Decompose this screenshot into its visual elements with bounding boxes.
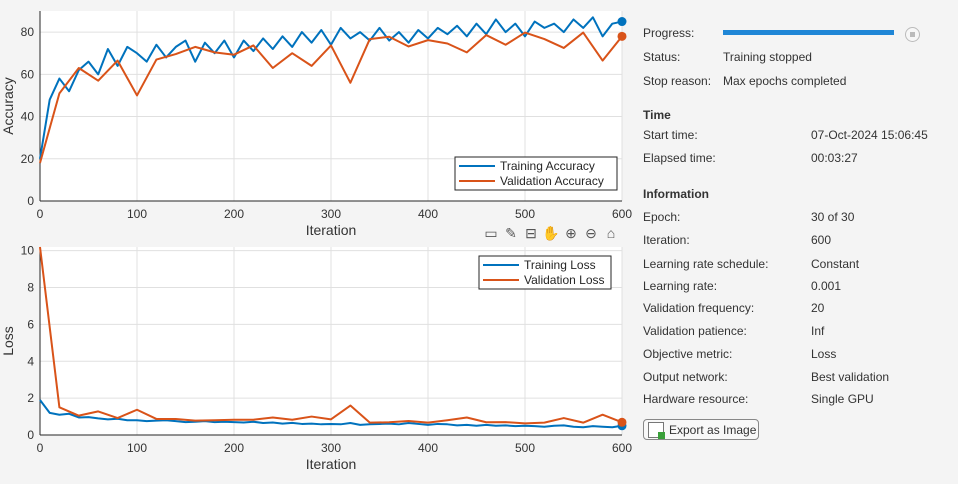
x-tick-label: 100 bbox=[127, 441, 147, 455]
series-line-training-loss bbox=[39, 399, 623, 429]
axes-toolbar: ▭ ✎ ⊟ ✋ ⊕ ⊖ ⌂ bbox=[482, 224, 620, 242]
y-tick-label: 4 bbox=[27, 354, 34, 368]
x-tick-label: 300 bbox=[321, 207, 341, 221]
start-time-value: 07-Oct-2024 15:06:45 bbox=[811, 128, 928, 142]
info-label: Objective metric: bbox=[643, 347, 733, 361]
progress-label: Progress: bbox=[643, 26, 695, 40]
home-icon[interactable]: ⌂ bbox=[606, 225, 616, 241]
series-end-marker bbox=[617, 17, 627, 27]
y-tick-label: 40 bbox=[21, 110, 35, 124]
y-tick-label: 80 bbox=[21, 25, 35, 39]
stop-reason-value: Max epochs completed bbox=[723, 74, 847, 88]
y-tick-label: 60 bbox=[21, 67, 35, 81]
x-tick-label: 500 bbox=[515, 207, 535, 221]
chart-1: 0 100 200 300 400 500 600 0 2 4 6 8 10 Iteration Loss T… bbox=[0, 244, 632, 472]
info-label: Epoch: bbox=[643, 210, 681, 224]
x-tick-label: 600 bbox=[612, 441, 632, 455]
training-plots: 0 100 200 300 400 500 600020406080IterationAcc… bbox=[0, 11, 632, 472]
chart-0: 0 100 200 300 400 500 600 0 20 40 60 80 Iteration Acc… bbox=[0, 11, 632, 238]
x-axis-label: Iteration bbox=[306, 222, 357, 238]
stop-reason-label: Stop reason: bbox=[643, 74, 712, 88]
info-label: Iteration: bbox=[643, 233, 690, 247]
y-axis-label: Accuracy bbox=[0, 77, 16, 135]
info-value: Loss bbox=[811, 347, 837, 361]
y-axis-label: Loss bbox=[0, 326, 16, 356]
legend-entry: Validation Loss bbox=[524, 273, 605, 287]
time-heading: Time bbox=[643, 108, 671, 122]
information-heading: Information bbox=[643, 187, 709, 201]
info-value: Constant bbox=[811, 257, 860, 271]
x-tick-label: 400 bbox=[418, 441, 438, 455]
info-label: Output network: bbox=[643, 370, 728, 384]
export-label: Export as Image bbox=[669, 422, 757, 437]
status-label: Status: bbox=[643, 50, 681, 64]
y-tick-label: 8 bbox=[27, 281, 34, 295]
info-label: Learning rate: bbox=[643, 279, 718, 293]
info-value: 600 bbox=[811, 233, 832, 247]
data-tips-icon[interactable]: ⊟ bbox=[525, 224, 537, 241]
status-value: Training stopped bbox=[723, 50, 812, 64]
x-tick-label: 200 bbox=[224, 207, 244, 221]
x-tick-label: 0 bbox=[37, 441, 44, 455]
elapsed-time-label: Elapsed time: bbox=[643, 151, 716, 165]
zoom-out-icon[interactable]: ⊖ bbox=[585, 224, 597, 241]
y-tick-label: 2 bbox=[27, 391, 34, 405]
export-image-icon bbox=[648, 421, 665, 439]
x-tick-label: 500 bbox=[515, 441, 535, 455]
series-line-validation-loss bbox=[39, 246, 623, 425]
info-value: Best validation bbox=[811, 370, 890, 384]
y-tick-label: 6 bbox=[27, 317, 34, 331]
x-tick-label: 300 bbox=[321, 441, 341, 455]
info-value: 30 of 30 bbox=[811, 210, 855, 224]
zoom-in-icon[interactable]: ⊕ bbox=[565, 224, 577, 241]
info-value: 0.001 bbox=[811, 279, 842, 293]
legend-box bbox=[478, 255, 612, 290]
info-label: Hardware resource: bbox=[643, 392, 749, 406]
x-tick-label: 200 bbox=[224, 441, 244, 455]
y-tick-label: 10 bbox=[21, 244, 35, 258]
y-tick-label: 0 bbox=[27, 194, 34, 208]
x-tick-label: 100 bbox=[127, 207, 147, 221]
brush-icon[interactable]: ✎ bbox=[505, 224, 517, 241]
legend-box bbox=[454, 156, 618, 191]
info-value: 20 bbox=[811, 301, 825, 315]
start-time-label: Start time: bbox=[643, 128, 698, 142]
series-end-marker bbox=[617, 417, 627, 427]
x-tick-label: 400 bbox=[418, 207, 438, 221]
info-value: Inf bbox=[811, 324, 825, 338]
export-icon[interactable]: ▭ bbox=[484, 224, 498, 241]
info-label: Validation patience: bbox=[643, 324, 747, 338]
info-value: Single GPU bbox=[811, 392, 874, 406]
x-tick-label: 0 bbox=[37, 207, 44, 221]
y-tick-label: 0 bbox=[27, 428, 34, 442]
stop-button[interactable] bbox=[905, 27, 920, 42]
info-label: Validation frequency: bbox=[643, 301, 755, 315]
series-end-marker bbox=[617, 31, 627, 41]
pan-icon[interactable]: ✋ bbox=[542, 224, 560, 241]
legend-entry: Validation Accuracy bbox=[500, 174, 604, 188]
series-line-validation-accuracy bbox=[39, 31, 623, 164]
elapsed-time-value: 00:03:27 bbox=[811, 151, 858, 165]
x-axis-label: Iteration bbox=[306, 456, 357, 472]
info-label: Learning rate schedule: bbox=[643, 257, 769, 271]
export-as-image-button[interactable]: Export as Image bbox=[643, 419, 759, 440]
x-tick-label: 600 bbox=[612, 207, 632, 221]
progress-bar bbox=[723, 30, 894, 35]
y-tick-label: 20 bbox=[21, 152, 35, 166]
legend-entry: Training Loss bbox=[524, 258, 596, 272]
legend-entry: Training Accuracy bbox=[500, 159, 595, 173]
